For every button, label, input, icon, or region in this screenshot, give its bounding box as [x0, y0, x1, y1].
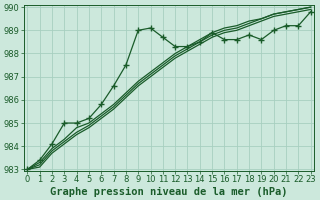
X-axis label: Graphe pression niveau de la mer (hPa): Graphe pression niveau de la mer (hPa)	[50, 186, 288, 197]
